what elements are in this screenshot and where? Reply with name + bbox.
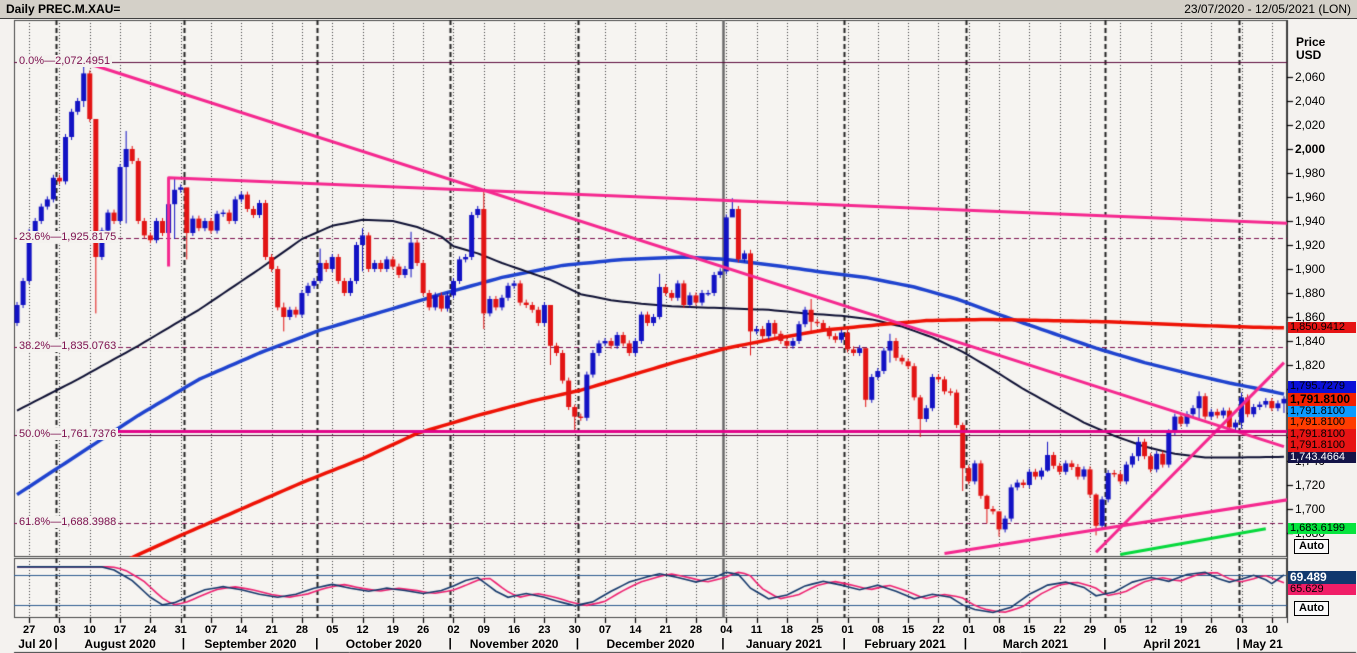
month-label: November 2020 <box>469 637 559 651</box>
month-separator: | <box>448 636 452 650</box>
fib-level-label: 23.6%—1,925.8175 <box>17 231 119 243</box>
day-tick-label: 18 <box>780 624 794 636</box>
price-badge: 1,791.8100 <box>1288 392 1356 406</box>
month-label: December 2020 <box>606 637 695 651</box>
day-tick-label: 02 <box>447 624 460 636</box>
price-tick-label: 1,980 <box>1295 165 1326 180</box>
month-label: January 2021 <box>745 637 822 651</box>
month-separator: | <box>315 636 319 650</box>
day-tick-label: 10 <box>1265 624 1278 636</box>
month-separator: | <box>1103 636 1107 650</box>
price-tick-label: 2,060 <box>1295 69 1326 84</box>
day-tick-label: 21 <box>265 624 278 636</box>
oscillator-scale-auto-button[interactable]: Auto <box>1294 601 1330 616</box>
day-tick-label: 12 <box>1144 624 1157 636</box>
month-separator: | <box>181 636 186 650</box>
day-tick-label: 03 <box>53 624 66 636</box>
day-tick-label: 15 <box>902 624 915 636</box>
price-axis-title: Price USD <box>1296 35 1326 62</box>
price-tick-label: 2,020 <box>1295 117 1326 132</box>
price-badge: 1,743.4664 <box>1288 451 1356 463</box>
day-tick-label: 08 <box>871 624 884 636</box>
day-tick-label: 30 <box>568 624 581 636</box>
day-tick-label: 05 <box>1114 624 1127 636</box>
price-badge: 1,683.6199 <box>1288 522 1356 535</box>
day-tick-label: 14 <box>235 624 248 636</box>
day-tick-label: 03 <box>1235 624 1248 636</box>
price-badge: 1,791.8100 <box>1288 428 1356 440</box>
month-separator: | <box>721 636 725 650</box>
day-tick-label: 08 <box>992 624 1006 636</box>
day-tick-label: 25 <box>811 624 824 636</box>
month-label: September 2020 <box>204 637 297 651</box>
fib-level-label: 50.0%—1,761.7376 <box>17 427 119 440</box>
fib-level-label: 0.0%—2,072.4951 <box>17 55 113 67</box>
month-label: October 2020 <box>345 637 422 651</box>
price-badge: 1,791.8100 <box>1288 416 1356 429</box>
month-separator: | <box>963 636 968 650</box>
day-tick-label: 23 <box>538 624 551 636</box>
month-label: May 21 <box>1242 637 1283 651</box>
price-tick-label: 1,840 <box>1295 333 1326 348</box>
price-tick-label: 1,820 <box>1295 357 1326 372</box>
price-tick-label: 1,940 <box>1295 213 1326 228</box>
day-tick-label: 15 <box>1023 624 1036 636</box>
day-tick-label: 01 <box>962 624 975 636</box>
day-tick-label: 31 <box>174 624 187 636</box>
day-tick-label: 19 <box>386 624 399 636</box>
day-tick-label: 24 <box>144 624 157 636</box>
day-tick-label: 22 <box>1053 624 1066 636</box>
price-tick-label: 1,880 <box>1295 285 1326 300</box>
price-tick-label: 1,700 <box>1295 501 1326 516</box>
day-tick-label: 26 <box>417 624 430 636</box>
price-tick-label: 1,920 <box>1295 237 1326 252</box>
price-tick-label: 2,000 <box>1295 141 1326 156</box>
price-badge: 1,850.9412 <box>1288 321 1356 334</box>
day-tick-label: 11 <box>750 624 763 636</box>
fib-level-label: 61.8%—1,688.3988 <box>17 515 119 528</box>
day-tick-label: 16 <box>507 624 521 636</box>
month-separator: | <box>575 636 580 650</box>
price-tick-label: 1,960 <box>1295 189 1326 204</box>
day-tick-label: 29 <box>1083 624 1097 636</box>
day-tick-label: 10 <box>83 624 96 636</box>
price-badge: 1,791.8100 <box>1288 405 1356 417</box>
day-tick-label: 04 <box>720 624 733 636</box>
oscillator-badge: 69.489 <box>1288 571 1356 584</box>
month-label: Jul 20 <box>18 637 53 651</box>
day-tick-label: 19 <box>1174 624 1188 636</box>
fib-level-label: 38.2%—1,835.0763 <box>17 339 119 352</box>
day-tick-label: 07 <box>598 624 612 636</box>
price-tick-label: 1,900 <box>1295 261 1326 276</box>
price-badge: 1,791.8100 <box>1288 439 1356 452</box>
day-tick-label: 26 <box>1205 624 1218 636</box>
day-tick-label: 09 <box>477 624 490 636</box>
month-label: February 2021 <box>864 637 946 651</box>
day-tick-label: 27 <box>23 624 36 636</box>
price-tick-label: 1,720 <box>1295 477 1326 492</box>
month-separator: | <box>842 636 846 650</box>
month-label: April 2021 <box>1143 637 1201 651</box>
oscillator-badge: 65.629 <box>1288 583 1356 595</box>
price-scale-auto-button[interactable]: Auto <box>1294 539 1330 554</box>
price-tick-label: 2,040 <box>1295 93 1326 108</box>
month-separator: | <box>54 636 58 650</box>
day-tick-label: 07 <box>204 624 218 636</box>
day-tick-label: 05 <box>326 624 339 636</box>
price-tick-label: 1,860 <box>1295 309 1326 324</box>
day-tick-label: 01 <box>841 624 854 636</box>
month-label: March 2021 <box>1002 637 1069 651</box>
month-label: August 2020 <box>84 637 156 651</box>
day-tick-label: 17 <box>113 624 127 636</box>
price-badge: 1,795.7279 <box>1288 380 1356 393</box>
day-tick-label: 22 <box>932 624 945 636</box>
month-separator: | <box>1236 636 1240 650</box>
day-tick-label: 12 <box>356 624 369 636</box>
day-tick-label: 14 <box>629 624 642 636</box>
day-tick-label: 28 <box>689 624 703 636</box>
day-tick-label: 28 <box>295 624 309 636</box>
day-tick-label: 21 <box>659 624 672 636</box>
